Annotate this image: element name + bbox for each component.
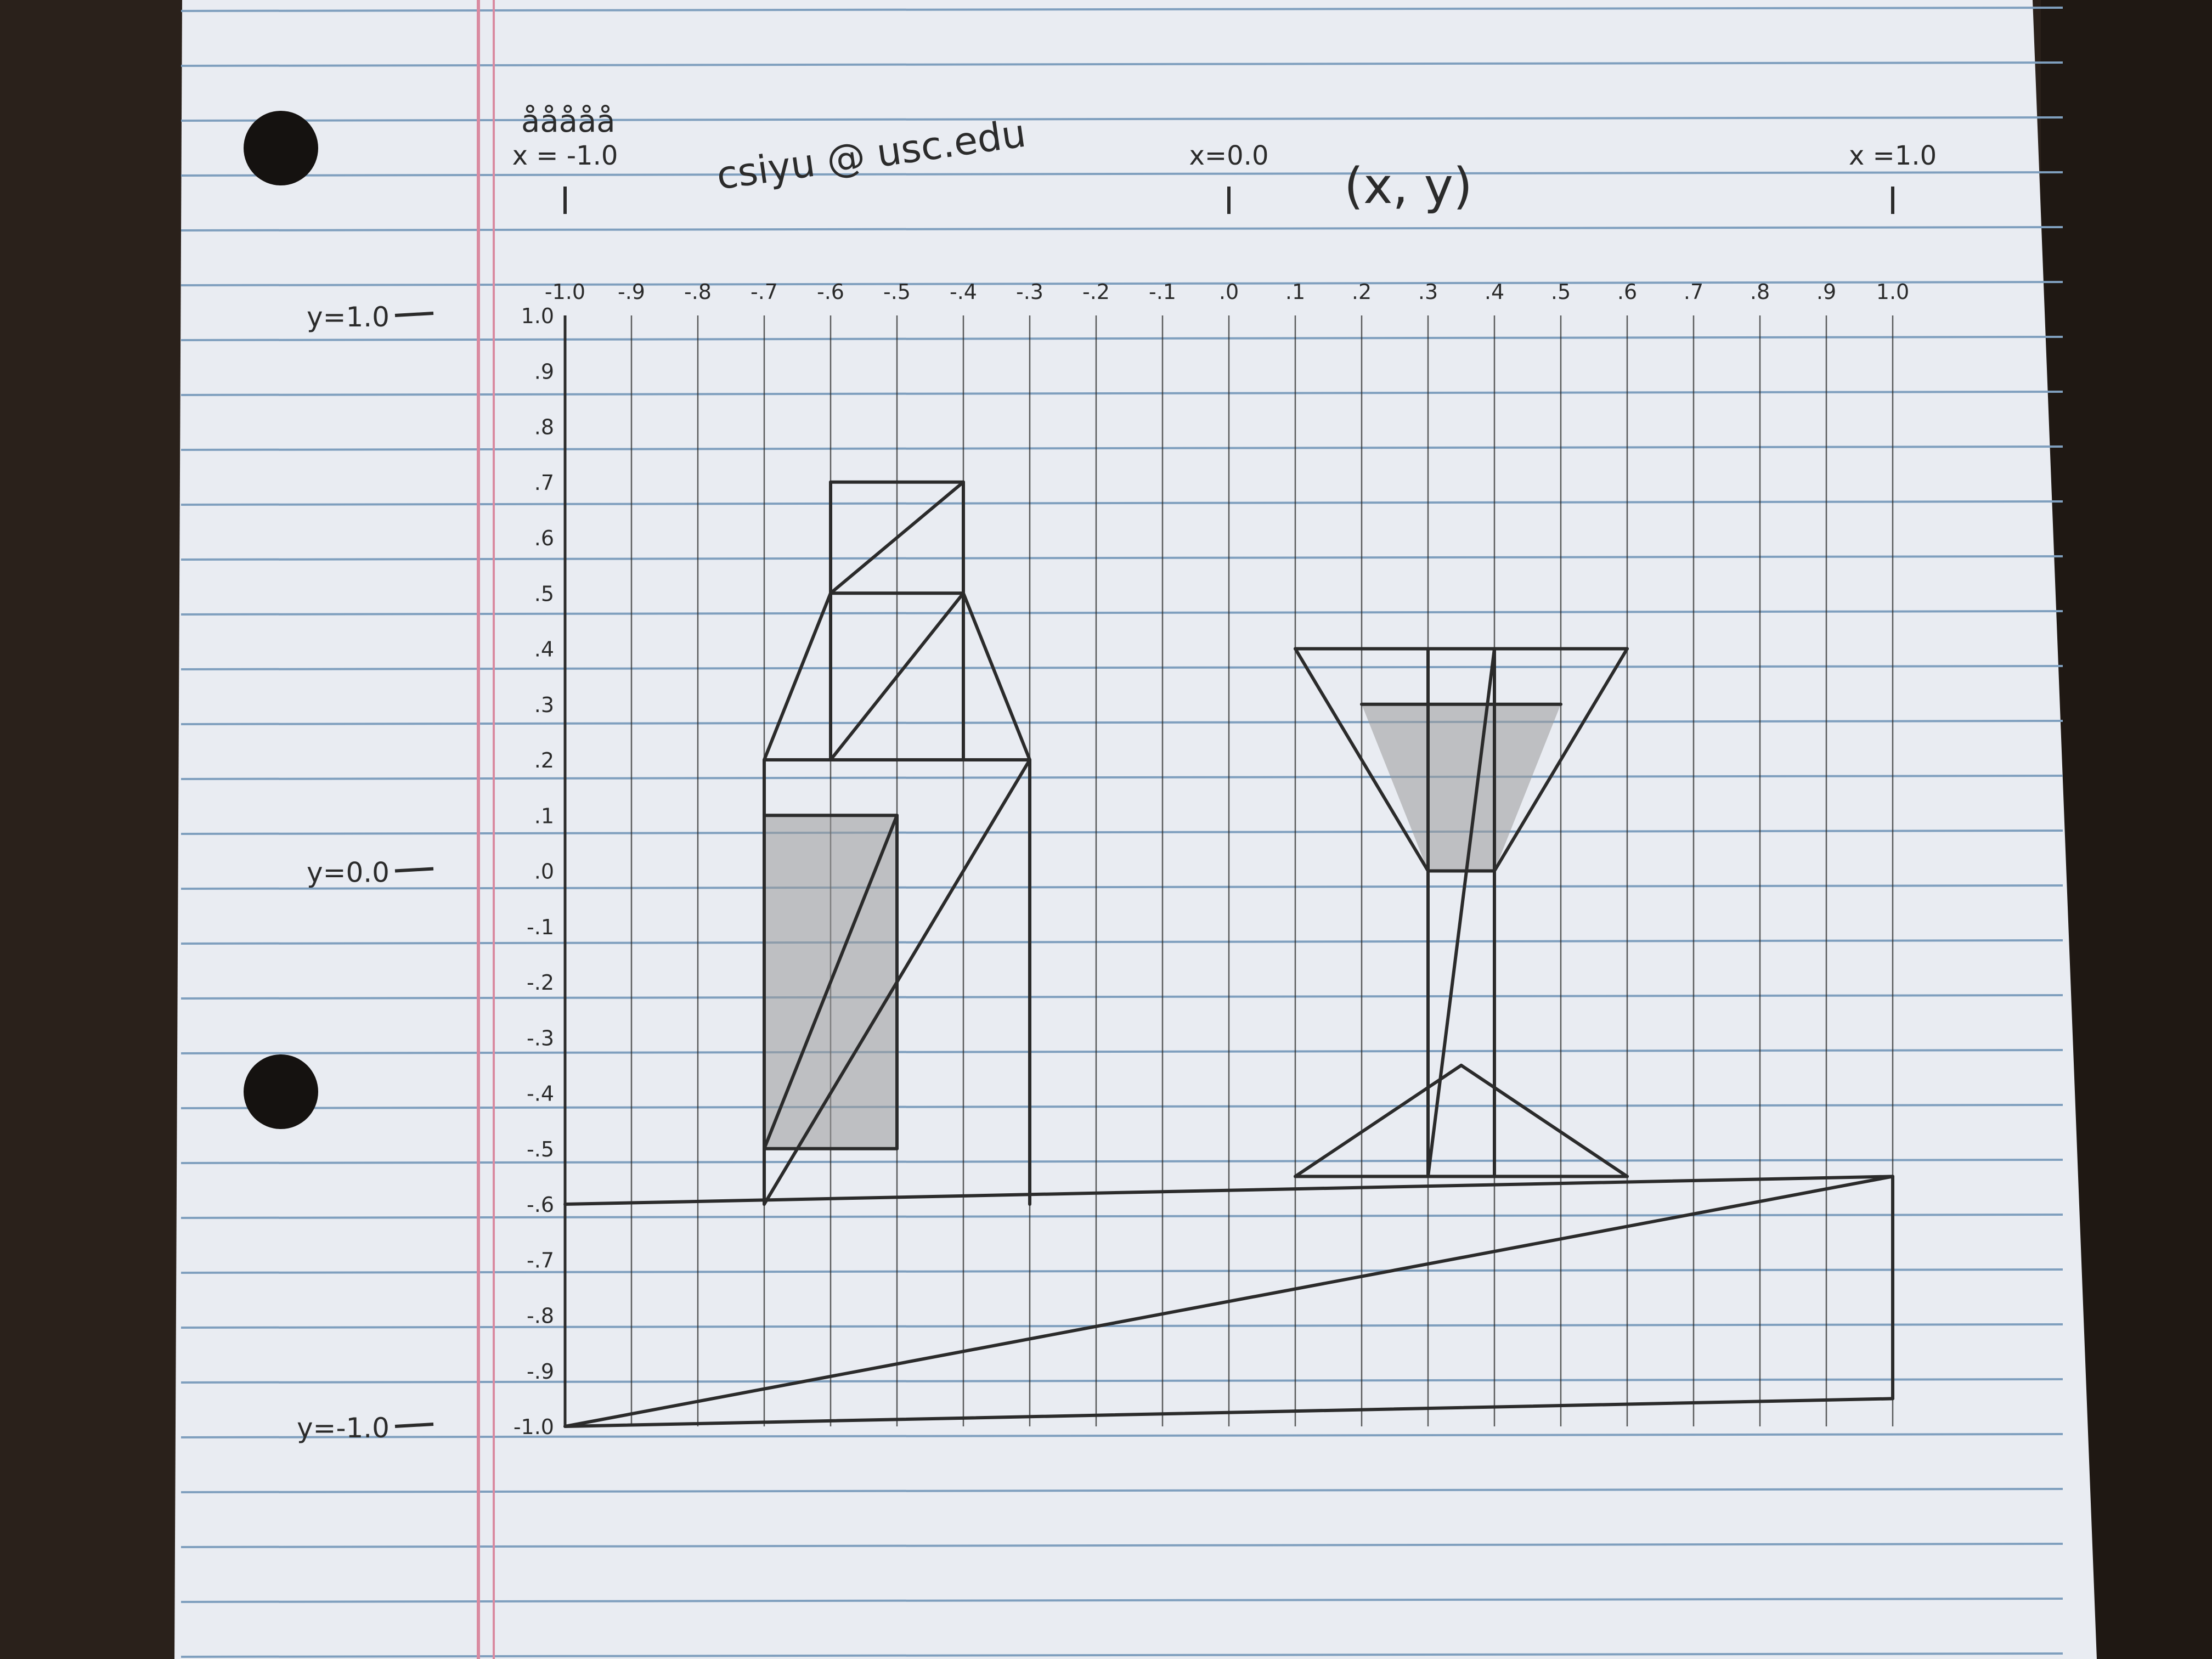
- shaded-region: [1362, 704, 1561, 871]
- y-tick-label: -.3: [527, 1026, 554, 1050]
- y-tick-label: -.8: [527, 1304, 554, 1328]
- x-marker-label: x=0.0: [1189, 140, 1269, 171]
- y-tick-label: -.6: [527, 1193, 554, 1217]
- drawing-segment: [1459, 1063, 1629, 1178]
- binder-hole-top: [244, 111, 318, 185]
- drawing-segment: [763, 814, 899, 1150]
- drawing-segment: [763, 591, 832, 761]
- x-tick-label: -.5: [883, 280, 911, 304]
- y-tick-label: -.9: [527, 1359, 554, 1384]
- x-tick-label: -.1: [1149, 280, 1176, 304]
- x-markers: x = -1.0 x=0.0 x =1.0: [512, 140, 1937, 214]
- x-tick-label: .4: [1485, 280, 1504, 304]
- x-tick-label: -.2: [1082, 280, 1110, 304]
- y-tick-label: .8: [534, 415, 554, 439]
- x-tick-label: .9: [1816, 280, 1836, 304]
- x-tick-labels: -1.0 -.9 -.8 -.7 -.6 -.5 -.4 -.3 -.2 -.1 .0 .1 .2 .3.…: [545, 280, 1909, 304]
- x-tick-label: -.6: [817, 280, 844, 304]
- x-marker-label: x = -1.0: [512, 140, 618, 171]
- x-tick-label: 1.0: [1876, 280, 1909, 304]
- x-tick-label: .7: [1684, 280, 1703, 304]
- tally-marks: ååååå: [521, 104, 616, 139]
- y-marker-tick: [394, 867, 434, 873]
- drawing-segment: [1294, 647, 1430, 873]
- y-markers: y=1.0 y=0.0 y=-1.0: [297, 301, 434, 1444]
- x-tick-label: .8: [1750, 280, 1770, 304]
- y-tick-labels: 1.0 .9 .8 .7 .6 .5 .4 .3 .2 .1 .0 -.1 -.2 -.3 -.4 -.5 -.…: [514, 304, 554, 1439]
- drawing-segment: [829, 480, 965, 595]
- y-tick-label: .9: [534, 359, 554, 383]
- y-tick-label: .5: [534, 582, 554, 606]
- x-tick-label: -1.0: [545, 280, 585, 304]
- y-tick-label: -1.0: [514, 1415, 554, 1439]
- y-marker-tick: [394, 312, 434, 317]
- x-marker-label: x =1.0: [1849, 140, 1937, 171]
- drawing-segment: [563, 1175, 1894, 1206]
- x-tick-label: .2: [1352, 280, 1372, 304]
- y-tick-label: -.5: [527, 1137, 554, 1161]
- pencil-drawing: [563, 480, 1894, 1428]
- y-marker-label: y=0.0: [307, 857, 390, 889]
- drawing-segment: [829, 591, 965, 761]
- y-tick-label: .0: [534, 860, 554, 884]
- x-tick-label: .0: [1219, 280, 1239, 304]
- x-tick-label: .3: [1418, 280, 1438, 304]
- drawing-segment: [1294, 1063, 1463, 1178]
- y-marker-label: y=1.0: [307, 301, 390, 333]
- y-tick-label: -.4: [527, 1082, 554, 1106]
- x-tick-label: -.4: [950, 280, 977, 304]
- x-tick-label: .6: [1617, 280, 1637, 304]
- pencil-grid: [563, 315, 1894, 1426]
- y-marker-label: y=-1.0: [297, 1412, 390, 1444]
- drawing-segment: [1426, 647, 1496, 1178]
- y-tick-label: -.7: [527, 1248, 554, 1272]
- y-tick-label: 1.0: [521, 304, 554, 328]
- x-tick-label: -.3: [1016, 280, 1043, 304]
- y-marker-tick: [394, 1423, 434, 1428]
- drawing-segment: [563, 1175, 1894, 1428]
- coord-note: (x, y): [1344, 157, 1472, 215]
- x-tick-label: -.9: [618, 280, 645, 304]
- y-tick-label: .6: [534, 526, 554, 550]
- y-tick-label: -.1: [527, 915, 554, 939]
- x-tick-label: .5: [1551, 280, 1571, 304]
- y-tick-label: .7: [534, 471, 554, 495]
- y-tick-label: .3: [534, 693, 554, 717]
- y-tick-label: -.2: [527, 970, 554, 995]
- binder-hole-bottom: [244, 1054, 318, 1129]
- drawing-segment: [1493, 647, 1629, 873]
- y-tick-label: .4: [534, 637, 554, 662]
- drawing-segment: [962, 591, 1031, 761]
- notebook-paper: [174, 0, 2097, 1659]
- x-tick-label: .1: [1285, 280, 1305, 304]
- x-tick-label: -.8: [684, 280, 712, 304]
- y-tick-label: .1: [534, 804, 554, 828]
- drawing-segment: [563, 1397, 1894, 1428]
- y-tick-label: .2: [534, 748, 554, 772]
- x-tick-label: -.7: [751, 280, 778, 304]
